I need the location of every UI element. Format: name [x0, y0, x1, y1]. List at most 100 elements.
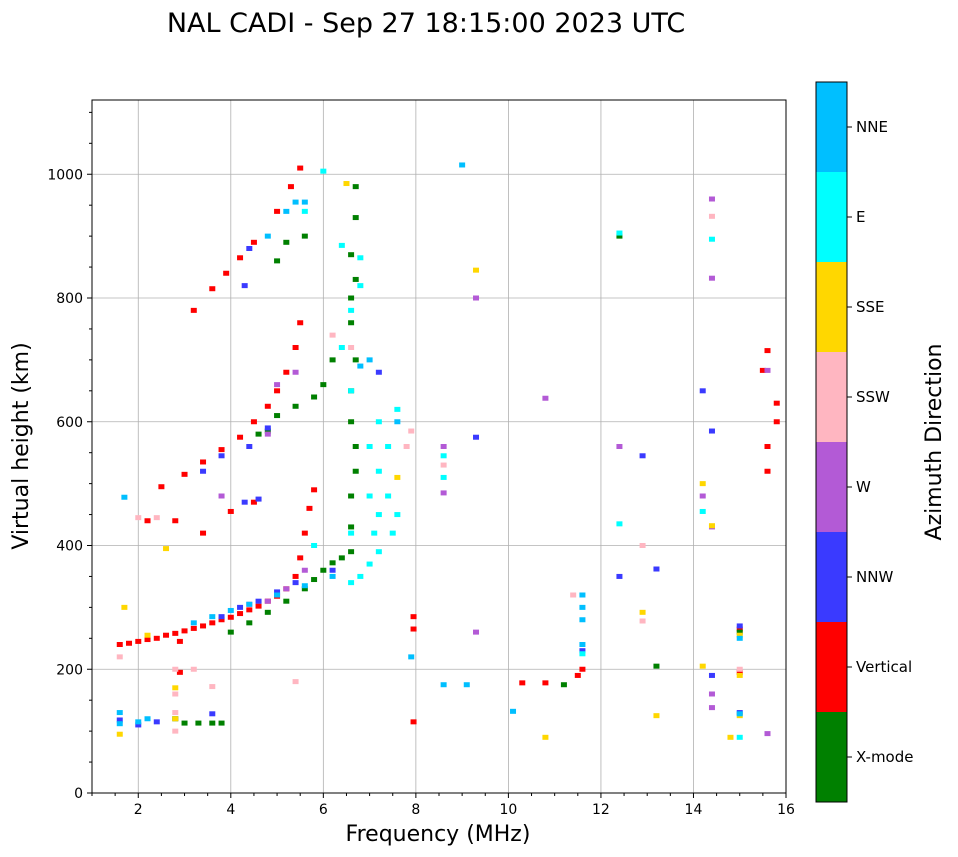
data-point — [736, 711, 743, 717]
colorbar-tick-label: SSW — [856, 388, 890, 406]
data-point — [773, 400, 780, 406]
data-point — [264, 609, 271, 615]
data-point — [223, 270, 230, 276]
data-point — [653, 566, 660, 572]
chart-title: NAL CADI - Sep 27 18:15:00 2023 UTC — [167, 8, 685, 39]
data-point — [116, 717, 123, 723]
data-point — [311, 487, 318, 493]
data-point — [736, 734, 743, 740]
data-point — [172, 716, 179, 722]
data-point — [727, 734, 734, 740]
data-point — [352, 184, 359, 190]
data-point — [297, 320, 304, 326]
data-point — [736, 666, 743, 672]
data-point — [348, 580, 355, 586]
data-point — [653, 663, 660, 669]
data-point — [264, 428, 271, 434]
colorbar-swatch — [816, 532, 847, 622]
data-point — [126, 640, 133, 646]
data-point — [410, 614, 417, 620]
data-point — [144, 716, 151, 722]
colorbar-tick-label: NNE — [856, 118, 888, 136]
data-point — [699, 481, 706, 487]
colorbar-label: Azimuth Direction — [922, 343, 947, 540]
data-point — [459, 162, 466, 168]
data-point — [283, 598, 290, 604]
colorbar: X-mode Vertical NNW W SSW SSE E NNE — [815, 81, 913, 803]
data-point — [172, 666, 179, 672]
data-point — [519, 680, 526, 686]
data-point — [172, 685, 179, 691]
data-point — [181, 628, 188, 634]
data-point — [348, 493, 355, 499]
data-point — [389, 530, 396, 536]
data-point — [764, 468, 771, 474]
data-point — [209, 684, 216, 690]
y-tick-label: 0 — [74, 786, 83, 802]
data-point — [616, 444, 623, 449]
data-point — [708, 275, 715, 281]
data-point — [736, 672, 743, 678]
data-point — [190, 625, 197, 631]
data-point — [274, 592, 281, 598]
data-point — [348, 320, 355, 326]
data-point — [352, 357, 359, 363]
data-point — [394, 474, 401, 480]
data-point — [264, 403, 271, 409]
data-point — [274, 258, 281, 264]
data-point — [440, 453, 447, 459]
data-point — [283, 239, 290, 245]
data-point — [320, 382, 327, 388]
data-point — [329, 573, 336, 579]
data-point — [292, 573, 299, 579]
data-point — [227, 508, 234, 514]
data-point — [218, 493, 225, 499]
data-point — [366, 493, 373, 499]
data-point — [375, 369, 382, 375]
data-point — [708, 705, 715, 711]
data-point — [153, 719, 160, 725]
data-point — [144, 632, 151, 638]
data-point — [172, 630, 179, 636]
data-point — [736, 629, 743, 635]
data-point — [408, 428, 415, 434]
data-point — [440, 462, 447, 468]
colorbar-swatch — [816, 352, 847, 442]
data-point — [348, 549, 355, 555]
data-point — [246, 444, 253, 449]
data-point — [410, 626, 417, 632]
data-point — [375, 468, 382, 474]
data-point — [237, 255, 244, 261]
data-point — [357, 363, 364, 369]
data-point — [301, 567, 308, 573]
data-point — [394, 512, 401, 518]
data-point — [274, 413, 281, 419]
data-point — [200, 530, 207, 536]
data-point — [172, 728, 179, 734]
y-tick-label: 400 — [56, 539, 83, 555]
data-point — [153, 635, 160, 641]
data-point — [172, 691, 179, 697]
data-point — [759, 367, 766, 373]
data-point — [264, 598, 271, 604]
data-point — [264, 431, 271, 437]
data-point — [135, 722, 142, 728]
data-point — [297, 165, 304, 171]
data-point — [570, 592, 577, 598]
data-point — [616, 230, 623, 236]
data-point — [209, 614, 216, 620]
data-point — [639, 618, 646, 624]
data-point — [292, 369, 299, 375]
data-point — [301, 199, 308, 205]
x-axis-label: Frequency (MHz) — [346, 822, 531, 847]
data-point — [301, 208, 308, 214]
data-point — [227, 614, 234, 620]
colorbar-swatch — [816, 262, 847, 352]
x-tick-label: 4 — [226, 802, 235, 818]
data-point — [176, 669, 183, 675]
data-point — [708, 672, 715, 678]
data-point — [352, 468, 359, 474]
data-point — [320, 567, 327, 573]
data-point — [440, 474, 447, 480]
